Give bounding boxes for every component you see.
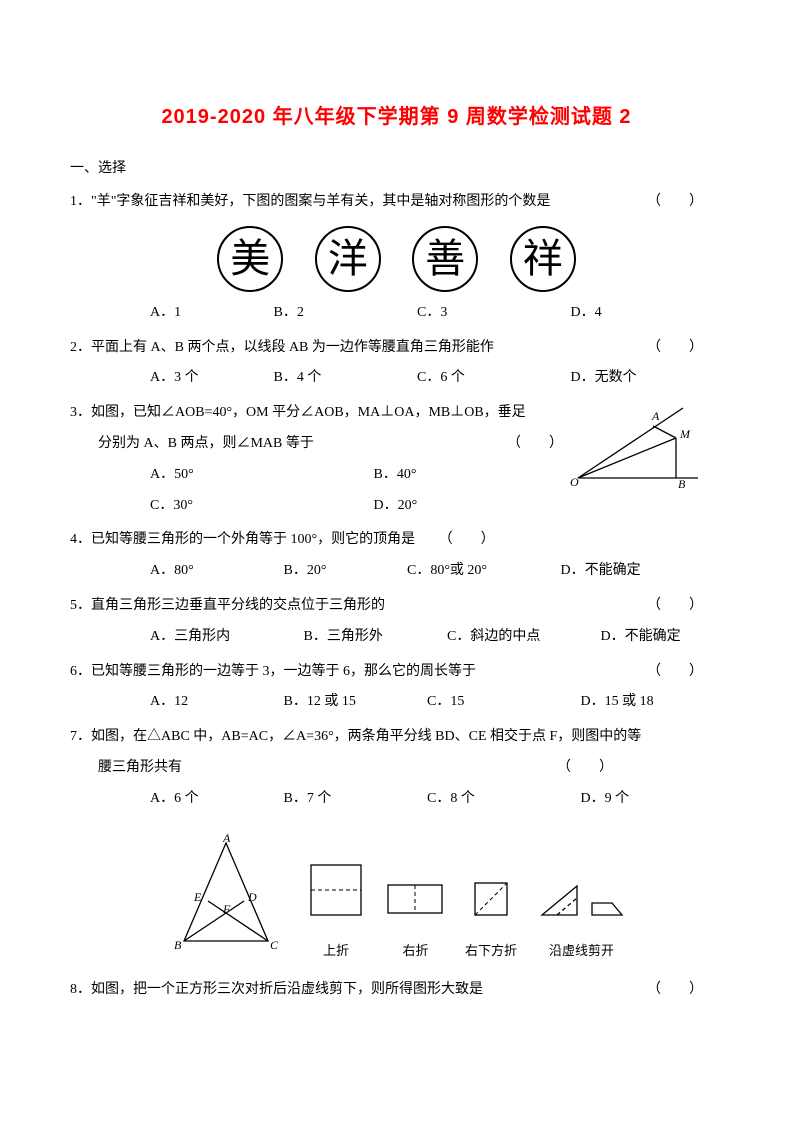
square-fold-diag-icon [470, 878, 512, 920]
q7-option-a: A．6 个 [150, 784, 280, 815]
q6-option-a: A．12 [150, 687, 280, 718]
q4-option-d: D．不能确定 [561, 556, 641, 587]
answer-blank: （ ） [439, 532, 495, 547]
fold-step-2: 右折 [385, 880, 445, 965]
q3-option-d: D．20° [374, 491, 418, 522]
label-O: O [570, 475, 579, 488]
question-8-text: 8．如图，把一个正方形三次对折后沿虚线剪下，则所得图形大致是 （ ） [70, 975, 723, 1006]
fold-caption-2: 右折 [385, 937, 445, 966]
question-7-line2: 腰三角形共有 （ ） [70, 753, 723, 784]
q6-option-c: C．15 [427, 687, 577, 718]
rect-fold-right-icon [385, 880, 445, 920]
q1-option-c: C．3 [417, 298, 567, 329]
answer-blank: （ ） [647, 657, 723, 688]
question-5-text: 5．直角三角形三边垂直平分线的交点位于三角形的 （ ） [70, 591, 723, 622]
q1-figure-row: 美 洋 善 祥 [70, 226, 723, 292]
answer-blank: （ ） [647, 975, 723, 1006]
exam-page: 2019-2020 年八年级下学期第 9 周数学检测试题 2 一、选择 1．"羊… [0, 0, 793, 1122]
q7-option-c: C．8 个 [427, 784, 577, 815]
q4-option-a: A．80° [150, 556, 280, 587]
q5-option-c: C．斜边的中点 [447, 622, 597, 653]
q4-options: A．80° B．20° C．80°或 20° D．不能确定 [70, 556, 723, 587]
q5-option-a: A．三角形内 [150, 622, 300, 653]
char-circle-xiang: 祥 [510, 226, 576, 292]
angle-diagram-icon: O A M B [568, 398, 703, 488]
label-E: E [193, 890, 202, 904]
label-B: B [174, 938, 182, 952]
label-F: F [222, 902, 231, 916]
answer-blank: （ ） [507, 429, 563, 460]
question-4-text: 4．已知等腰三角形的一个外角等于 100°，则它的顶角是 （ ） [70, 525, 723, 556]
q3-option-a: A．50° [150, 460, 370, 491]
page-title: 2019-2020 年八年级下学期第 9 周数学检测试题 2 [70, 100, 723, 129]
fold-step-3: 右下方折 [465, 878, 517, 965]
question-8: 8．如图，把一个正方形三次对折后沿虚线剪下，则所得图形大致是 （ ） [70, 975, 723, 1006]
q6-option-d: D．15 或 18 [581, 687, 654, 718]
q1-options: A．1 B．2 C．3 D．4 [70, 298, 723, 329]
char-circle-shan: 善 [412, 226, 478, 292]
q2-option-c: C．6 个 [417, 363, 567, 394]
fold-step-1: 上折 [306, 860, 366, 965]
answer-blank: （ ） [647, 591, 723, 622]
char-circle-yang: 洋 [315, 226, 381, 292]
q2-option-b: B．4 个 [274, 363, 414, 394]
label-A: A [222, 833, 231, 845]
question-3: O A M B 3．如图，已知∠AOB=40°，OM 平分∠AOB，MA⊥OA，… [70, 398, 723, 521]
label-D: D [247, 890, 257, 904]
question-6-text: 6．已知等腰三角形的一边等于 3，一边等于 6，那么它的周长等于 （ ） [70, 657, 723, 688]
question-2-text: 2．平面上有 A、B 两个点，以线段 AB 为一边作等腰直角三角形能作 （ ） [70, 333, 723, 364]
q6-options: A．12 B．12 或 15 C．15 D．15 或 18 [70, 687, 723, 718]
q5-option-d: D．不能确定 [601, 622, 681, 653]
q3-figure: O A M B [568, 398, 703, 501]
question-7: 7．如图，在△ABC 中，AB=AC，∠A=36°，两条角平分线 BD、CE 相… [70, 722, 723, 965]
triangle-abc-figure: A B C E D F [166, 833, 286, 966]
fold-caption-1: 上折 [306, 937, 366, 966]
q4-option-b: B．20° [284, 556, 404, 587]
q2-option-d: D．无数个 [571, 363, 637, 394]
question-1: 1．"羊"字象征吉祥和美好，下图的图案与羊有关，其中是轴对称图形的个数是 （ ）… [70, 187, 723, 329]
q1-option-a: A．1 [150, 298, 270, 329]
q7-option-d: D．9 个 [581, 784, 630, 815]
q7-option-b: B．7 个 [284, 784, 424, 815]
fold-step-4: 沿虚线剪开 [537, 878, 627, 965]
q7-options: A．6 个 B．7 个 C．8 个 D．9 个 [70, 784, 723, 815]
q1-option-b: B．2 [274, 298, 414, 329]
label-M: M [679, 427, 691, 441]
label-C: C [270, 938, 279, 952]
q2-option-a: A．3 个 [150, 363, 270, 394]
q1-option-d: D．4 [571, 298, 602, 329]
question-5: 5．直角三角形三边垂直平分线的交点位于三角形的 （ ） A．三角形内 B．三角形… [70, 591, 723, 653]
label-A: A [651, 409, 660, 423]
q7-figure-row: A B C E D F 上折 [70, 833, 723, 966]
label-B: B [678, 477, 686, 488]
triangle-cut-icon [537, 878, 627, 920]
q3-option-c: C．30° [150, 491, 370, 522]
char-circle-mei: 美 [217, 226, 283, 292]
fold-caption-4: 沿虚线剪开 [537, 937, 627, 966]
question-4: 4．已知等腰三角形的一个外角等于 100°，则它的顶角是 （ ） A．80° B… [70, 525, 723, 587]
q4-option-c: C．80°或 20° [407, 556, 557, 587]
q5-options: A．三角形内 B．三角形外 C．斜边的中点 D．不能确定 [70, 622, 723, 653]
q3-option-b: B．40° [374, 460, 417, 491]
q2-options: A．3 个 B．4 个 C．6 个 D．无数个 [70, 363, 723, 394]
question-1-text: 1．"羊"字象征吉祥和美好，下图的图案与羊有关，其中是轴对称图形的个数是 （ ） [70, 187, 723, 218]
answer-blank: （ ） [647, 187, 723, 218]
question-2: 2．平面上有 A、B 两个点，以线段 AB 为一边作等腰直角三角形能作 （ ） … [70, 333, 723, 395]
fold-caption-3: 右下方折 [465, 937, 517, 966]
q5-option-b: B．三角形外 [304, 622, 444, 653]
q6-option-b: B．12 或 15 [284, 687, 424, 718]
square-fold-up-icon [306, 860, 366, 920]
answer-blank: （ ） [647, 333, 723, 364]
answer-blank: （ ） [557, 753, 723, 784]
section-1-heading: 一、选择 [70, 157, 723, 177]
triangle-icon: A B C E D F [166, 833, 286, 953]
question-6: 6．已知等腰三角形的一边等于 3，一边等于 6，那么它的周长等于 （ ） A．1… [70, 657, 723, 719]
question-7-line1: 7．如图，在△ABC 中，AB=AC，∠A=36°，两条角平分线 BD、CE 相… [70, 722, 723, 753]
